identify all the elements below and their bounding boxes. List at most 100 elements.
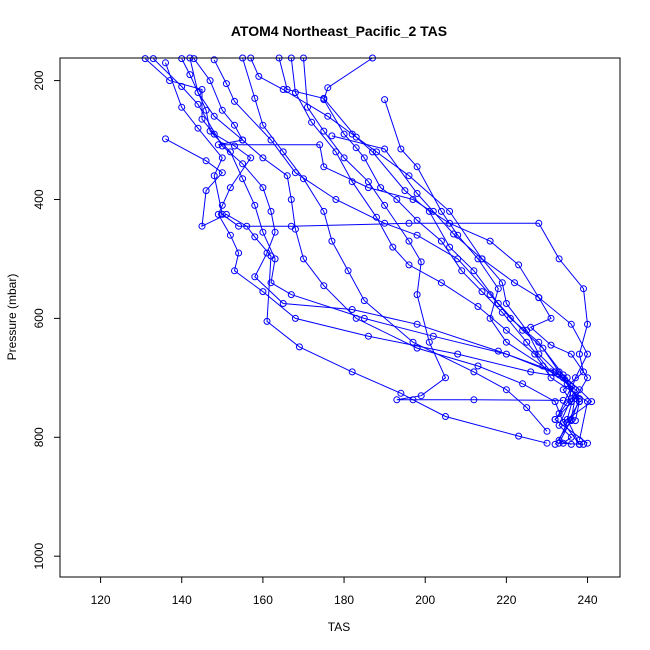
data-point bbox=[437, 279, 445, 287]
data-point bbox=[478, 288, 486, 296]
data-point bbox=[575, 350, 583, 358]
data-point bbox=[259, 184, 267, 192]
series-line bbox=[181, 58, 580, 445]
profile-series-15 bbox=[300, 54, 567, 404]
data-point bbox=[222, 80, 230, 88]
x-tick-label: 120 bbox=[91, 593, 111, 607]
data-point bbox=[283, 172, 291, 180]
data-point bbox=[535, 350, 543, 358]
data-point bbox=[446, 243, 454, 251]
data-point bbox=[202, 157, 210, 165]
data-point bbox=[535, 219, 543, 227]
data-point bbox=[515, 432, 523, 440]
data-point bbox=[316, 141, 324, 149]
profile-series-8 bbox=[190, 55, 591, 423]
data-point bbox=[328, 132, 336, 140]
data-point bbox=[511, 279, 518, 287]
data-point bbox=[263, 317, 271, 325]
data-point bbox=[580, 440, 587, 448]
data-point bbox=[178, 83, 186, 90]
data-point bbox=[279, 86, 287, 93]
data-point bbox=[247, 154, 255, 162]
data-point bbox=[413, 320, 421, 328]
data-point bbox=[405, 261, 413, 269]
x-tick-label: 160 bbox=[253, 593, 273, 607]
data-point bbox=[563, 374, 571, 382]
y-axis: 200 400 600 800 1000 bbox=[32, 70, 60, 570]
data-point bbox=[584, 439, 591, 447]
data-point bbox=[413, 291, 421, 299]
data-point bbox=[226, 148, 234, 156]
data-point bbox=[348, 178, 356, 186]
data-point bbox=[352, 314, 360, 322]
data-point bbox=[381, 201, 389, 209]
profile-series-16 bbox=[287, 54, 591, 444]
data-point bbox=[584, 374, 591, 382]
x-axis: 120 140 160 180 200 220 240 bbox=[91, 577, 598, 607]
data-point bbox=[332, 148, 340, 156]
data-point bbox=[324, 84, 332, 92]
data-point bbox=[364, 332, 372, 340]
data-point bbox=[502, 300, 510, 307]
data-point bbox=[397, 389, 405, 397]
series-line bbox=[290, 57, 589, 441]
data-point bbox=[251, 233, 259, 241]
data-point bbox=[320, 207, 328, 215]
data-point bbox=[141, 55, 149, 63]
series-line bbox=[303, 57, 564, 401]
data-point bbox=[486, 314, 494, 322]
data-point bbox=[304, 103, 311, 111]
data-point bbox=[300, 175, 307, 183]
data-point bbox=[162, 59, 169, 67]
data-point bbox=[194, 124, 202, 132]
data-point bbox=[437, 207, 445, 215]
y-tick-label: 1000 bbox=[32, 543, 46, 570]
profile-series-12 bbox=[381, 96, 575, 417]
data-point bbox=[413, 163, 421, 171]
data-point bbox=[429, 332, 437, 340]
data-point bbox=[279, 300, 287, 307]
data-point bbox=[502, 386, 510, 394]
data-point bbox=[190, 55, 198, 63]
data-point bbox=[580, 285, 587, 293]
data-point bbox=[210, 112, 218, 120]
data-point bbox=[251, 201, 259, 209]
data-point bbox=[381, 219, 389, 227]
data-point bbox=[474, 303, 482, 310]
data-point bbox=[348, 306, 356, 313]
profile-series-7 bbox=[178, 55, 583, 448]
data-point bbox=[454, 350, 462, 358]
data-point bbox=[162, 135, 169, 143]
data-point bbox=[551, 440, 559, 448]
data-point bbox=[300, 255, 307, 263]
data-point bbox=[523, 404, 531, 412]
data-point bbox=[291, 225, 299, 233]
data-point bbox=[442, 413, 449, 420]
data-point bbox=[559, 418, 567, 426]
data-point bbox=[231, 142, 238, 150]
plot-marks bbox=[141, 54, 596, 448]
data-point bbox=[287, 291, 295, 299]
data-point bbox=[291, 314, 299, 322]
data-point bbox=[295, 343, 303, 351]
data-point bbox=[571, 374, 579, 382]
data-point bbox=[202, 187, 210, 195]
x-tick-label: 220 bbox=[496, 593, 516, 607]
data-point bbox=[239, 136, 247, 144]
data-point bbox=[425, 338, 433, 346]
x-axis-label: TAS bbox=[328, 620, 350, 634]
data-point bbox=[373, 148, 380, 156]
data-point bbox=[259, 228, 267, 236]
data-point bbox=[360, 154, 368, 162]
data-point bbox=[320, 127, 328, 135]
data-point bbox=[442, 374, 449, 382]
data-point bbox=[222, 210, 230, 218]
data-point bbox=[344, 267, 352, 275]
data-point bbox=[186, 71, 194, 79]
data-point bbox=[320, 94, 328, 102]
data-point bbox=[527, 368, 535, 376]
data-point bbox=[523, 326, 531, 334]
data-point bbox=[498, 279, 506, 287]
